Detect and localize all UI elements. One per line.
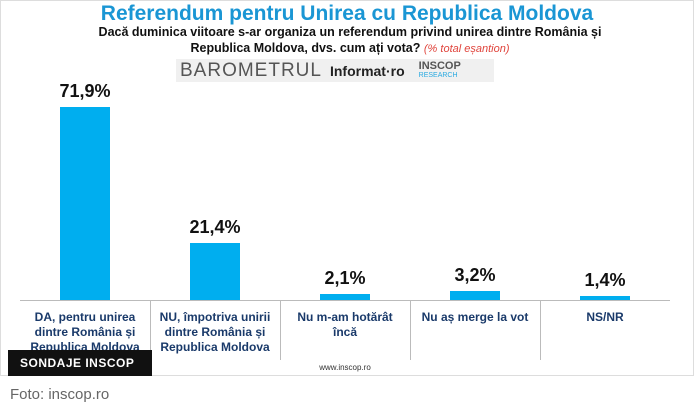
separator [540,300,541,360]
bar [60,107,110,300]
x-tick-label: NU, împotriva unirii dintre România și R… [159,310,271,354]
bar [450,291,500,300]
chart-title: Referendum pentru Unirea cu Republica Mo… [100,2,594,25]
logo-text: Informat·ro [329,62,405,79]
logo-strip: BAROMETRUL Informat·ro INSCOP RESEARCH [176,59,494,82]
bar [580,296,630,300]
x-tick-label: NS/NR [586,310,624,324]
footer-url: www.inscop.ro [319,363,371,372]
bar [190,242,240,300]
separator [280,300,281,360]
x-tick-label: DA, pentru unirea dintre România și Repu… [30,310,140,354]
logo-text: BAROMETRUL [180,59,322,81]
value-label: 71,9% [59,81,111,102]
value-label: 1,4% [584,270,626,291]
subtitle-note: (% total eșantion) [423,43,510,55]
x-tick-label: Nu m-am hotărât încă [297,310,393,339]
value-label: 2,1% [324,268,366,289]
x-tick-label: Nu aș merge la vot [421,310,529,324]
value-label: 21,4% [189,216,241,237]
bar [320,294,370,300]
chart-frame [0,0,694,376]
value-label: 3,2% [454,265,496,286]
subtitle-text: Dacă duminica viitoare s-ar organiza un … [98,25,602,55]
separator [410,300,411,360]
logo-text: INSCOP [418,59,461,72]
logo-text: RESEARCH [418,71,458,79]
axis-line [20,300,670,301]
badge: SONDAJE INSCOP [8,350,152,376]
chart-subtitle: Dacă duminica viitoare s-ar organiza un … [90,24,610,57]
photo-caption: Foto: inscop.ro [10,386,110,403]
separator [150,300,151,360]
